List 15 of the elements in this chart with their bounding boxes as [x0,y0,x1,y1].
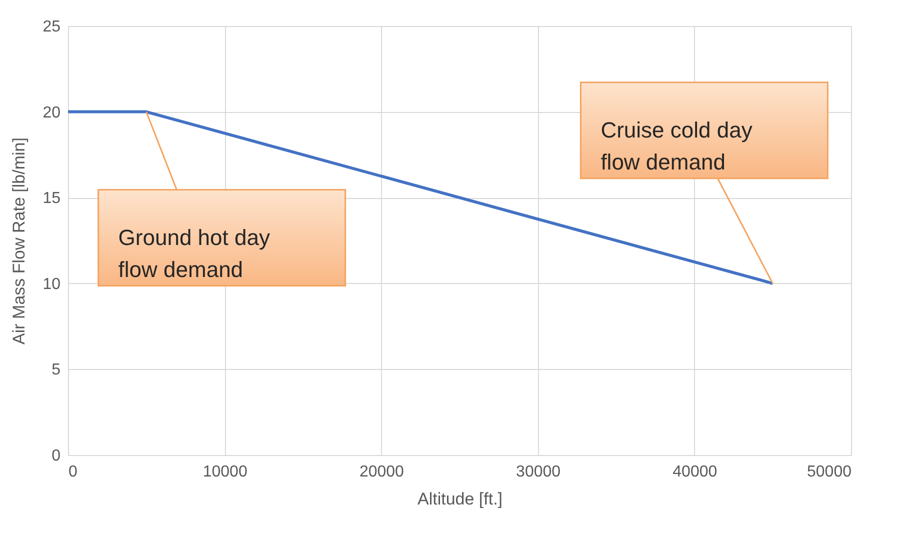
x-axis-title: Altitude [ft.] [417,490,503,508]
x-tick-label: 0 [68,464,78,480]
y-tick-label: 15 [42,190,61,208]
annotation: Ground hot day flow demand [118,224,270,282]
x-tick-label: 20000 [359,464,404,480]
y-tick-label: 0 [52,448,61,464]
x-tick-label: 30000 [516,464,561,480]
y-axis-title: Air Mass Flow Rate [lb/min] [10,138,29,344]
x-tick-label: 10000 [202,464,248,480]
y-tick-label: 5 [52,362,61,379]
y-tick-label: 10 [42,276,61,293]
y-tick-label: 20 [42,104,61,122]
y-tick-label: 25 [42,18,61,36]
x-tick-label: 50000 [807,464,852,480]
x-tick-label: 40000 [672,464,718,480]
